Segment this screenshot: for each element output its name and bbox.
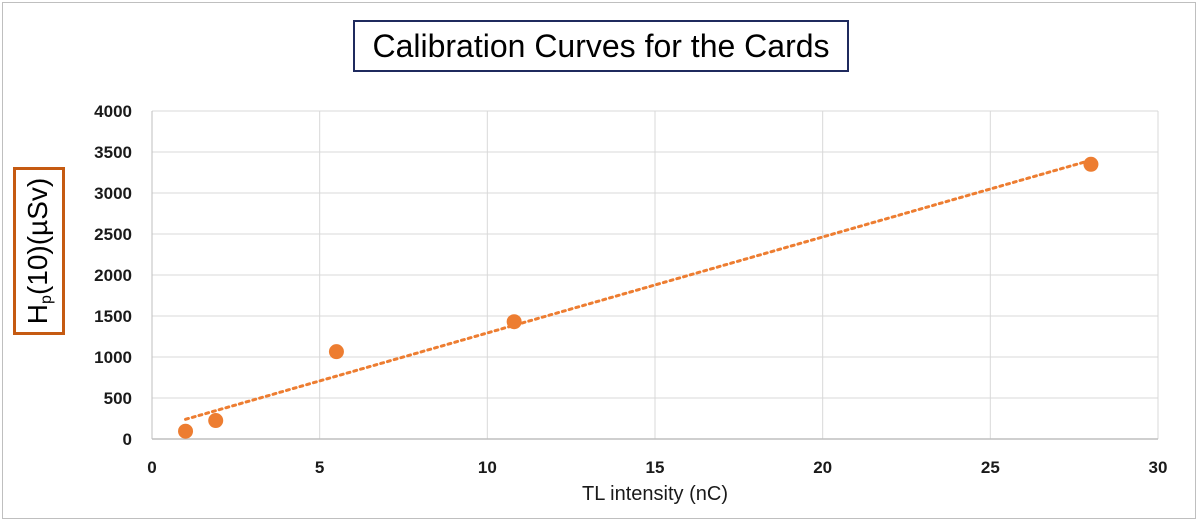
x-tick-label: 0 <box>147 458 156 477</box>
chart-title: Calibration Curves for the Cards <box>353 20 849 72</box>
y-tick-label: 3000 <box>94 184 132 203</box>
data-point <box>328 344 344 360</box>
y-tick-label: 1500 <box>94 307 132 326</box>
x-tick-label: 5 <box>315 458 324 477</box>
x-tick-label: 20 <box>813 458 832 477</box>
x-tick-label: 15 <box>646 458 665 477</box>
data-point <box>506 314 522 330</box>
x-tick-label: 25 <box>981 458 1000 477</box>
y-tick-label: 4000 <box>94 102 132 121</box>
data-point <box>1083 156 1099 172</box>
x-tick-label: 10 <box>478 458 497 477</box>
y-tick-label: 0 <box>123 430 132 449</box>
data-point <box>178 423 194 439</box>
trendline <box>184 158 1093 421</box>
y-axis-label-box: Hp(10)(µSv) <box>13 167 65 335</box>
x-axis-label: TL intensity (nC) <box>582 483 728 505</box>
y-tick-label: 500 <box>104 389 132 408</box>
x-tick-label: 30 <box>1149 458 1168 477</box>
data-point <box>208 413 224 429</box>
y-tick-label: 2500 <box>94 225 132 244</box>
y-tick-label: 3500 <box>94 143 132 162</box>
y-tick-label: 1000 <box>94 348 132 367</box>
y-tick-label: 2000 <box>94 266 132 285</box>
